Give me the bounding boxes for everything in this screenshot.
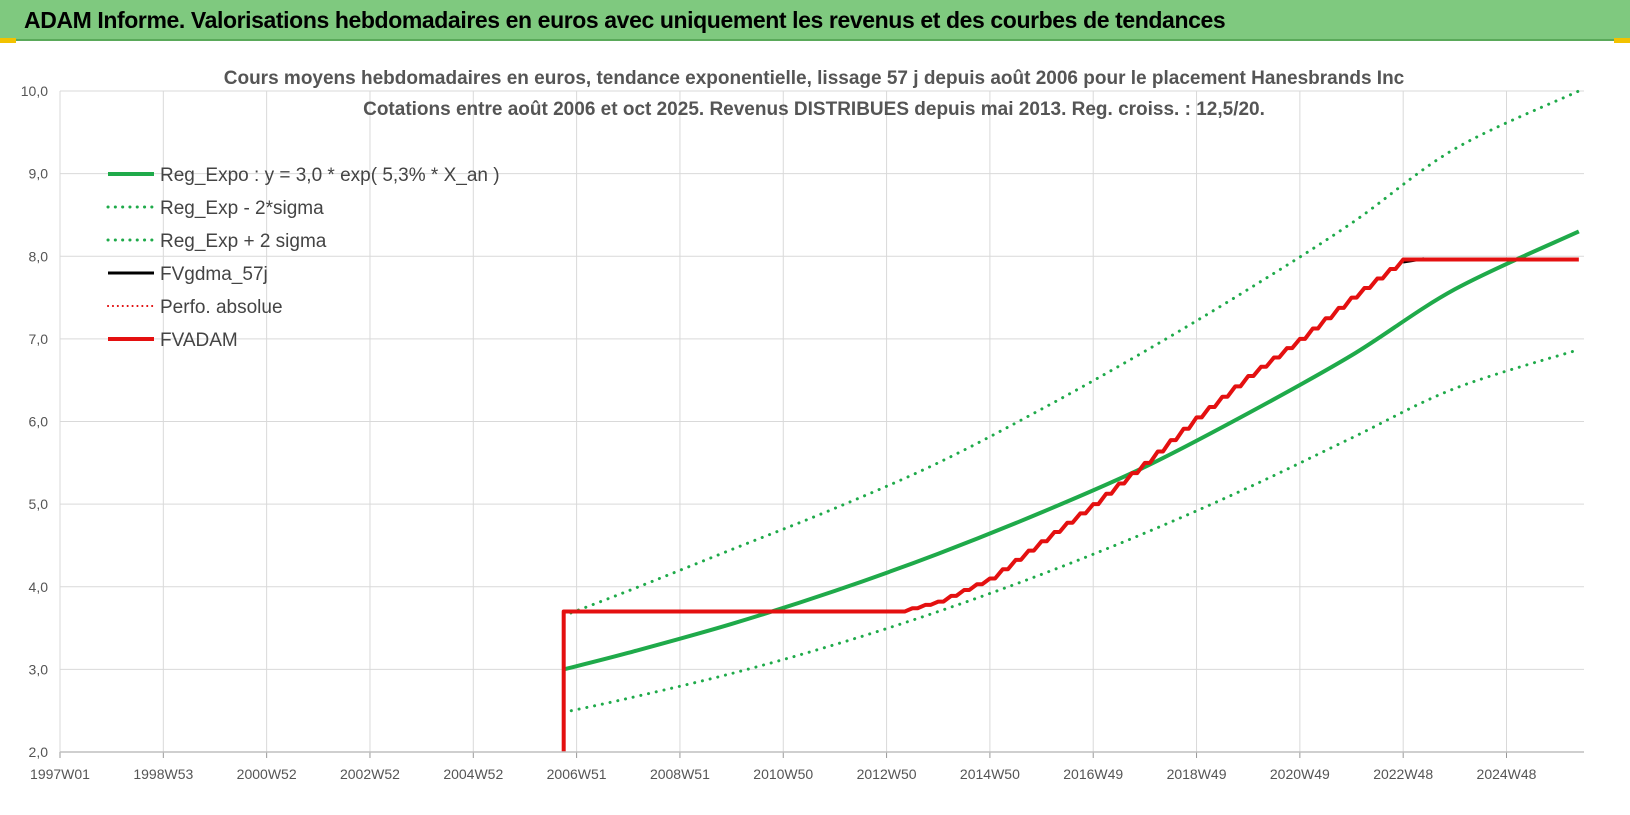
grid <box>59 90 1584 753</box>
header-bar: ADAM Informe. Valorisations hebdomadaire… <box>0 0 1630 41</box>
x-tick-label: 2014W50 <box>960 766 1020 782</box>
chart-subtitle: Cotations entre août 2006 et oct 2025. R… <box>363 99 1265 120</box>
x-tick-label: 2020W49 <box>1270 766 1330 782</box>
legend: Reg_Expo : y = 3,0 * exp( 5,3% * X_an ) R… <box>106 165 500 351</box>
legend-label-2: Reg_Exp + 2 sigma <box>160 231 327 252</box>
corner-mark-right <box>1614 38 1630 43</box>
x-tick-label: 2018W49 <box>1167 766 1227 782</box>
y-tick-label: 8,0 <box>29 248 49 264</box>
y-tick-label: 2,0 <box>29 744 49 760</box>
series-layer <box>561 89 1581 752</box>
x-tick-label: 2000W52 <box>237 766 297 782</box>
x-tick-label: 1997W01 <box>30 766 90 782</box>
x-tick-label: 2008W51 <box>650 766 710 782</box>
x-tick-label: 2016W49 <box>1063 766 1123 782</box>
y-tick-label: 5,0 <box>29 496 49 512</box>
legend-label-1: Reg_Exp - 2*sigma <box>160 198 324 219</box>
chart-svg: 2,0 3,0 4,0 5,0 6,0 7,0 8,0 9,0 10,0 1997W01 1998W… <box>21 68 1584 782</box>
y-tick-label: 4,0 <box>29 579 49 595</box>
chart-title: Cours moyens hebdomadaires en euros, ten… <box>224 68 1405 89</box>
axes: 2,0 3,0 4,0 5,0 6,0 7,0 8,0 9,0 10,0 1997W01 1998W… <box>21 83 1584 782</box>
x-tick-label: 2012W50 <box>857 766 917 782</box>
series-line-0 <box>563 229 1580 672</box>
y-tick-label: 3,0 <box>29 661 49 677</box>
y-tick-label: 6,0 <box>29 414 49 430</box>
header-title: ADAM Informe. Valorisations hebdomadaire… <box>24 7 1226 33</box>
x-tick-label: 2002W52 <box>340 766 400 782</box>
x-tick-label: 2024W48 <box>1477 766 1537 782</box>
y-tick-label: 7,0 <box>29 331 49 347</box>
y-tick-label: 10,0 <box>21 83 48 99</box>
legend-label-5: FVADAM <box>160 330 238 351</box>
series-line-5 <box>561 257 1579 752</box>
legend-label-4: Perfo. absolue <box>160 297 283 318</box>
x-tick-label: 2022W48 <box>1373 766 1433 782</box>
series-line-1 <box>562 348 1581 714</box>
y-tick-label: 9,0 <box>29 166 49 182</box>
x-tick-label: 2006W51 <box>547 766 607 782</box>
x-tick-label: 1998W53 <box>133 766 193 782</box>
x-tick-label: 2010W50 <box>753 766 813 782</box>
corner-mark-left <box>0 38 16 43</box>
x-tick-label: 2004W52 <box>443 766 503 782</box>
legend-label-0: Reg_Expo : y = 3,0 * exp( 5,3% * X_an ) <box>160 165 500 186</box>
legend-label-3: FVgdma_57j <box>160 264 268 285</box>
series-line-2 <box>562 89 1581 618</box>
